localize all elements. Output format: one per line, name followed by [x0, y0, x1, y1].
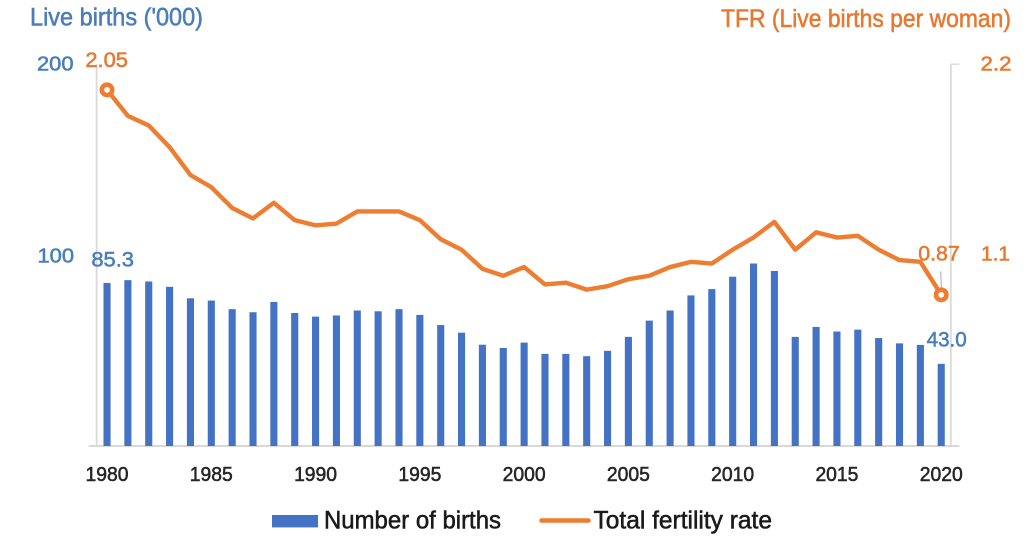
svg-text:1990: 1990 — [294, 464, 337, 486]
svg-text:2015: 2015 — [815, 464, 858, 486]
svg-text:0.87: 0.87 — [918, 242, 960, 266]
svg-text:2010: 2010 — [711, 464, 754, 486]
svg-text:TFR (Live births per woman): TFR (Live births per woman) — [721, 5, 1011, 33]
svg-text:1.1: 1.1 — [981, 244, 1010, 266]
svg-text:2.05: 2.05 — [85, 48, 128, 72]
svg-text:1995: 1995 — [398, 464, 441, 486]
svg-text:1985: 1985 — [190, 464, 233, 486]
svg-text:43.0: 43.0 — [927, 328, 967, 352]
svg-text:Live births ('000): Live births ('000) — [30, 4, 203, 32]
svg-text:200: 200 — [37, 53, 74, 75]
svg-text:2.2: 2.2 — [981, 53, 1012, 75]
svg-text:Number of births: Number of births — [324, 507, 501, 535]
svg-text:2020: 2020 — [920, 464, 963, 486]
svg-text:2000: 2000 — [503, 464, 546, 486]
svg-text:2005: 2005 — [607, 464, 650, 486]
svg-text:1980: 1980 — [86, 464, 129, 486]
svg-text:100: 100 — [38, 245, 75, 267]
svg-text:Total fertility rate: Total fertility rate — [594, 507, 773, 535]
svg-text:85.3: 85.3 — [91, 247, 134, 271]
